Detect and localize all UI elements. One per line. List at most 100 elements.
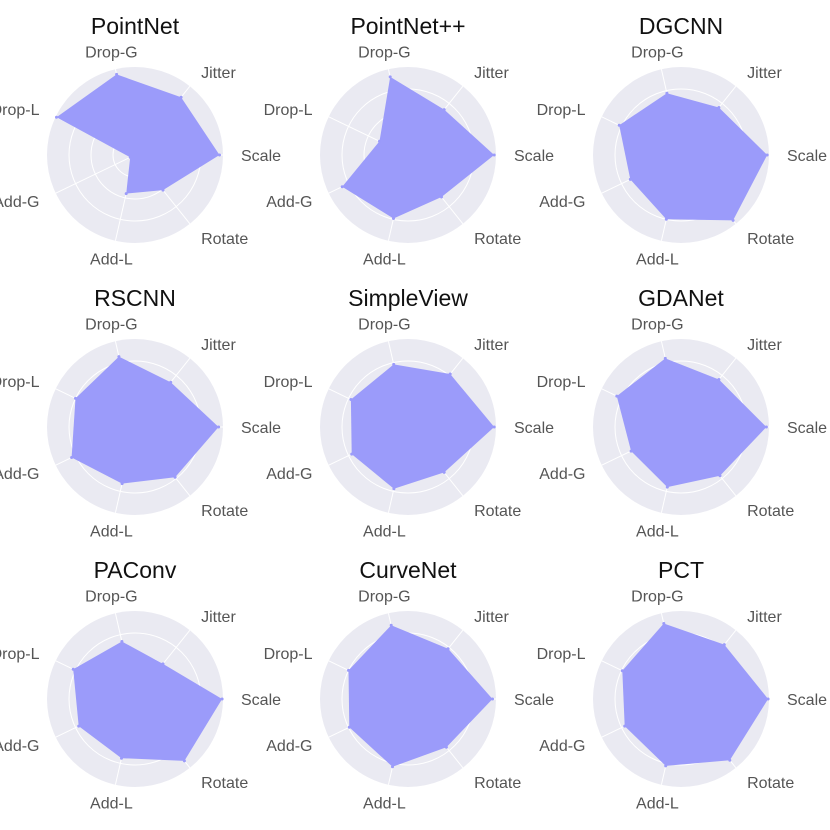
axis-label-drop-g: Drop-G xyxy=(358,317,410,334)
data-point-drop-g xyxy=(663,356,667,360)
radar-panel: SimpleView Scale Jitter Drop-G Drop-L Add-G Ad… xyxy=(264,285,555,540)
data-point-add-g xyxy=(340,185,344,189)
data-point-add-g xyxy=(629,449,633,453)
axis-label-rotate: Rotate xyxy=(201,231,248,248)
data-polygon xyxy=(616,358,767,488)
data-point-drop-g xyxy=(388,75,392,79)
axis-label-add-g: Add-G xyxy=(266,466,312,483)
data-point-add-g xyxy=(77,724,81,728)
data-point-scale xyxy=(492,425,496,429)
data-point-drop-g xyxy=(115,72,119,76)
axis-label-scale: Scale xyxy=(241,148,281,165)
axis-label-drop-g: Drop-G xyxy=(358,45,410,62)
data-point-drop-g xyxy=(117,355,121,359)
axis-label-drop-l: Drop-L xyxy=(537,646,586,663)
panel-title: PointNet++ xyxy=(350,13,465,39)
data-point-scale xyxy=(217,425,221,429)
data-point-add-g xyxy=(70,456,74,459)
data-polygon xyxy=(342,76,495,219)
radar-panel: GDANet Scale Jitter Drop-G Drop-L Add-G Add-L R… xyxy=(537,285,828,540)
data-point-drop-l xyxy=(74,396,77,400)
axis-label-add-g: Add-G xyxy=(0,194,40,211)
data-point-add-g xyxy=(350,452,354,456)
radar-panel: PAConv Scale Jitter Drop-G Drop-L Add-G Add-L R… xyxy=(0,557,281,812)
grid-spoke xyxy=(55,154,136,194)
data-point-rotate xyxy=(731,218,735,222)
axis-label-drop-g: Drop-G xyxy=(631,317,683,334)
axis-label-add-l: Add-L xyxy=(636,795,679,812)
data-polygon xyxy=(73,641,223,761)
axis-label-rotate: Rotate xyxy=(474,503,521,520)
data-point-scale xyxy=(764,425,768,429)
axis-label-jitter: Jitter xyxy=(201,609,236,626)
data-point-drop-l xyxy=(615,394,619,398)
data-point-drop-l xyxy=(617,123,621,127)
axis-label-jitter: Jitter xyxy=(747,337,782,354)
axis-label-add-g: Add-G xyxy=(0,738,40,755)
data-point-rotate xyxy=(440,195,443,199)
axis-label-drop-g: Drop-G xyxy=(85,317,137,334)
data-point-drop-l xyxy=(378,139,381,143)
data-polygon xyxy=(622,623,769,766)
axis-label-scale: Scale xyxy=(787,420,827,437)
data-point-drop-l xyxy=(349,398,353,401)
axis-label-drop-l: Drop-L xyxy=(0,646,40,663)
data-point-drop-g xyxy=(389,623,393,627)
axis-label-scale: Scale xyxy=(514,148,554,165)
panel-title: SimpleView xyxy=(348,285,468,311)
data-point-drop-l xyxy=(55,115,58,119)
axis-label-drop-g: Drop-G xyxy=(85,45,137,62)
axis-label-add-l: Add-L xyxy=(636,251,679,268)
data-point-jitter xyxy=(442,108,446,112)
data-point-jitter xyxy=(448,372,452,376)
data-point-jitter xyxy=(169,380,173,384)
data-point-scale xyxy=(491,697,494,701)
axis-label-drop-g: Drop-G xyxy=(631,589,683,606)
radar-panel: CurveNet Scale Jitter Drop-G Drop-L Add-G Add-… xyxy=(264,557,555,812)
radar-panel: RSCNN Scale Jitter Drop-G Drop-L Add-G Add-L Ro… xyxy=(0,285,281,540)
radar-panel: PointNet++ Scale Jitter Drop-G Drop-L Add-G Ad… xyxy=(264,13,555,268)
data-point-add-l xyxy=(392,217,395,220)
data-polygon xyxy=(350,364,495,489)
data-point-rotate xyxy=(718,474,722,478)
axis-label-add-g: Add-G xyxy=(0,466,40,483)
data-point-add-l xyxy=(391,765,394,769)
axis-label-add-l: Add-L xyxy=(90,251,133,268)
radar-panel: PCT Scale Jitter Drop-G Drop-L Add-G Add-L Rota… xyxy=(537,557,828,812)
axis-label-rotate: Rotate xyxy=(474,775,521,792)
data-point-add-l xyxy=(120,756,123,760)
axis-label-jitter: Jitter xyxy=(201,65,236,82)
axis-label-drop-l: Drop-L xyxy=(537,374,586,391)
data-point-drop-l xyxy=(71,667,75,671)
data-point-scale xyxy=(218,153,221,157)
panel-title: PAConv xyxy=(94,557,177,583)
data-point-jitter xyxy=(722,643,726,647)
axis-label-drop-l: Drop-L xyxy=(264,102,313,119)
axis-label-rotate: Rotate xyxy=(474,231,521,248)
axis-label-rotate: Rotate xyxy=(201,503,248,520)
axis-label-scale: Scale xyxy=(787,148,827,165)
axis-label-add-l: Add-L xyxy=(90,795,133,812)
axis-label-jitter: Jitter xyxy=(474,337,509,354)
data-point-add-g xyxy=(347,725,351,729)
axis-label-add-g: Add-G xyxy=(539,194,585,211)
axis-label-scale: Scale xyxy=(514,692,554,709)
data-point-add-g xyxy=(623,724,627,728)
data-point-rotate xyxy=(728,758,732,762)
data-point-add-l xyxy=(664,764,668,768)
axis-label-add-g: Add-G xyxy=(266,194,312,211)
data-point-drop-g xyxy=(662,622,666,625)
axis-label-drop-l: Drop-L xyxy=(264,374,313,391)
axis-label-add-l: Add-L xyxy=(363,251,406,268)
data-point-jitter xyxy=(161,662,165,666)
axis-label-drop-g: Drop-G xyxy=(631,45,683,62)
data-point-scale xyxy=(220,697,224,701)
data-point-rotate xyxy=(182,759,186,763)
axis-label-drop-l: Drop-L xyxy=(0,374,40,391)
data-point-drop-l xyxy=(620,669,624,673)
data-polygon xyxy=(619,93,768,221)
axis-label-jitter: Jitter xyxy=(474,65,509,82)
axis-label-add-l: Add-L xyxy=(363,523,406,540)
data-point-add-g xyxy=(628,177,632,181)
